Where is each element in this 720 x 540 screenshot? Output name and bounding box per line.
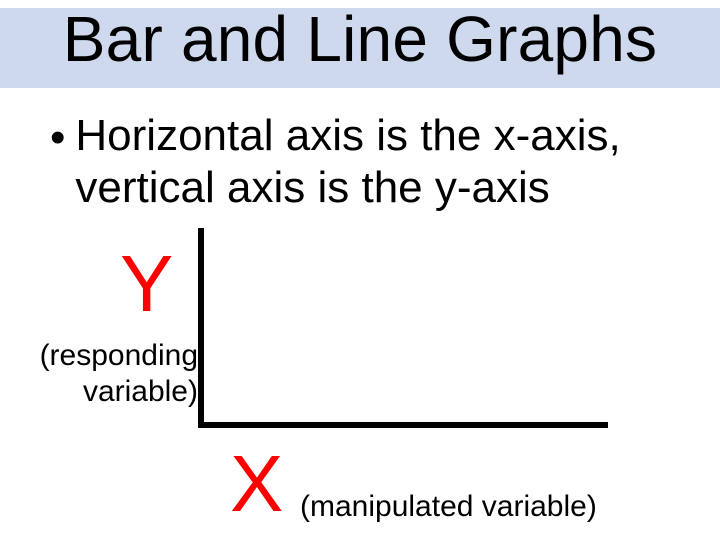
x-axis-letter: X [230, 438, 283, 530]
slide: Bar and Line Graphs • Horizontal axis is… [0, 0, 720, 540]
y-axis-subtitle-line-1: (responding [40, 339, 198, 372]
bullet-line-1: Horizontal axis is the x-axis, [75, 111, 620, 160]
y-axis-line [198, 228, 204, 428]
bullet-item: • Horizontal axis is the x-axis, vertica… [50, 110, 690, 214]
y-axis-subtitle-line-2: variable) [83, 375, 198, 408]
x-axis-line [198, 422, 608, 428]
x-axis-subtitle: (manipulated variable) [300, 490, 597, 524]
bullet-marker: • [50, 114, 65, 162]
page-title: Bar and Line Graphs [0, 2, 720, 76]
bullet-line-2: vertical axis is the y-axis [75, 163, 549, 212]
y-axis-letter: Y [120, 238, 173, 330]
y-axis-subtitle: (responding variable) [18, 338, 198, 410]
bullet-text: Horizontal axis is the x-axis, vertical … [75, 110, 620, 214]
